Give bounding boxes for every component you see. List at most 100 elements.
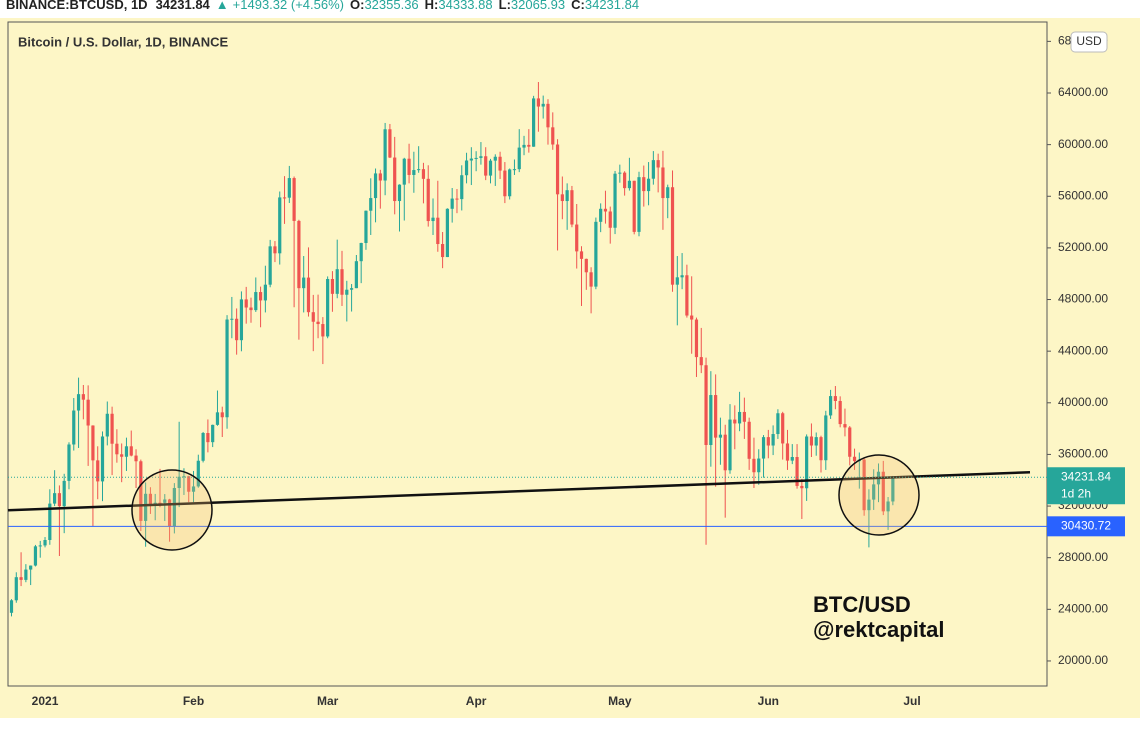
candle-body [201, 432, 205, 461]
candle-body [211, 424, 215, 443]
countdown: 1d 2h [1061, 486, 1091, 500]
candle-body [603, 208, 608, 212]
candle-body [546, 103, 550, 128]
candle-body [215, 412, 220, 425]
candle-body [608, 211, 612, 228]
ohlc-label: O: [350, 0, 364, 12]
candle-body [273, 246, 277, 254]
candle-body [182, 476, 186, 478]
candle-body [187, 476, 191, 492]
candle-body [249, 307, 253, 311]
candle-body [498, 156, 502, 171]
candle-body [369, 198, 373, 211]
candle-body [642, 177, 646, 192]
candle-body [867, 499, 871, 511]
chart-title: Bitcoin / U.S. Dollar, 1D, BINANCE [18, 34, 229, 49]
x-tick-label: Jul [903, 694, 920, 708]
annotation: @rektcapital [813, 617, 945, 642]
x-tick-label: 2021 [32, 694, 59, 708]
candle-body [632, 180, 636, 232]
candle-body [177, 476, 181, 488]
candle-body [527, 144, 531, 147]
highlight-circle [838, 454, 920, 536]
candle-body [445, 208, 449, 258]
x-tick-label: Jun [758, 694, 779, 708]
y-tick-label: 36000.00 [1058, 447, 1108, 461]
candle-body [690, 315, 694, 320]
candle-body [163, 499, 167, 503]
currency-box[interactable] [1070, 31, 1108, 53]
candle-body [359, 242, 363, 262]
candle-body [57, 493, 61, 507]
arrow: ▲ [216, 0, 229, 12]
candle-body [206, 432, 210, 443]
candle-body [292, 178, 296, 221]
candle-body [158, 502, 162, 504]
candle-body [86, 399, 90, 426]
y-tick-label: 64000.00 [1058, 85, 1108, 99]
candle-body [124, 446, 129, 457]
candle-body [852, 456, 857, 462]
candle-body [354, 261, 358, 289]
candle-body [19, 577, 23, 580]
candle-body [258, 292, 263, 301]
candle-body [167, 499, 172, 527]
candle-body [474, 157, 478, 159]
ohlc-value: 32065.93 [511, 0, 565, 12]
y-tick-label: 24000.00 [1058, 601, 1108, 615]
y-tick-label: 40000.00 [1058, 395, 1108, 409]
last-price-box [1047, 467, 1125, 505]
candle-body [488, 160, 493, 176]
candle-body [349, 288, 354, 290]
candle-body [436, 217, 440, 245]
candle-body [105, 413, 109, 437]
candle-body [282, 197, 287, 199]
candle-body [144, 493, 148, 521]
candle-body [541, 103, 545, 107]
candle-body [723, 434, 727, 471]
plot-frame [7, 21, 1048, 687]
candle-body [680, 275, 684, 278]
candle-body [67, 444, 71, 481]
candle-body [761, 437, 766, 459]
candle-body [742, 411, 746, 422]
y-tick-label: 48000.00 [1058, 292, 1108, 306]
candle-body [148, 493, 153, 506]
candle-body [464, 160, 469, 176]
candle-body [737, 411, 742, 424]
y-tick-label: 56000.00 [1058, 188, 1108, 202]
candle-body [532, 98, 536, 147]
candle-body [431, 217, 435, 222]
candle-body [733, 419, 737, 424]
candle-body [709, 395, 713, 446]
candle-body [225, 319, 229, 418]
candle-body [235, 318, 239, 341]
candle-body [33, 546, 38, 566]
candle-body [800, 485, 804, 489]
candle-body [421, 169, 426, 179]
candle-body [81, 394, 85, 400]
candle-body [100, 436, 105, 482]
candle-body [872, 484, 876, 500]
candle-body [685, 275, 689, 316]
candle-body [417, 169, 421, 171]
candle-body [345, 289, 349, 295]
candle-body [14, 577, 18, 601]
candle-body [493, 156, 497, 161]
y-tick-label: 60000.00 [1058, 137, 1108, 151]
candle-body [115, 443, 119, 455]
candle-body [407, 158, 411, 175]
candle-body [824, 415, 828, 461]
candle-body [268, 246, 272, 285]
last-price: 34231.84 [156, 0, 211, 12]
highlight-circle [131, 469, 213, 551]
candle-body [302, 277, 306, 289]
candle-body [728, 419, 732, 471]
currency: USD [1076, 34, 1102, 48]
candle-body [508, 169, 512, 197]
candle-body [714, 395, 718, 438]
price-label-box [1047, 516, 1125, 537]
candle-body [881, 471, 885, 512]
candle-body [297, 220, 301, 289]
candle-body [517, 147, 521, 170]
